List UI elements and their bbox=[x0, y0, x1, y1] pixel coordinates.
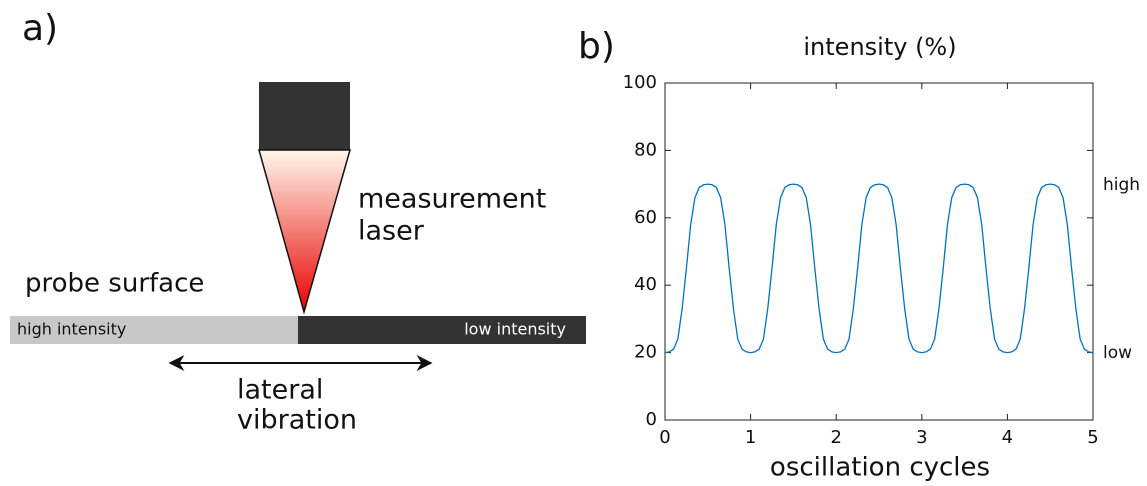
y-tick-label: 80 bbox=[634, 139, 657, 160]
panel-label: a) bbox=[22, 8, 58, 49]
high-region bbox=[10, 316, 298, 344]
chart-title: intensity (%) bbox=[803, 33, 956, 61]
x-axis-label: oscillation cycles bbox=[770, 453, 990, 483]
x-tick-label: 1 bbox=[745, 427, 756, 448]
right-label: low bbox=[1103, 343, 1132, 363]
y-tick-label: 60 bbox=[634, 207, 657, 228]
x-tick-label: 4 bbox=[1002, 427, 1013, 448]
region-label: low intensity bbox=[464, 320, 566, 339]
data-line bbox=[664, 183, 1094, 354]
plot-frame bbox=[664, 82, 1094, 421]
x-tick-label: 2 bbox=[830, 427, 841, 448]
surface-label: probe surface bbox=[25, 269, 204, 299]
x-tick-label: 3 bbox=[916, 427, 927, 448]
x-tick-label: 0 bbox=[659, 427, 670, 448]
panel-label: b) bbox=[578, 26, 615, 67]
y-tick-label: 40 bbox=[634, 274, 657, 295]
laser-label: laser bbox=[358, 216, 425, 247]
right-label: high bbox=[1103, 175, 1140, 195]
low-region bbox=[298, 316, 586, 344]
laser-label: measurement bbox=[358, 184, 546, 215]
motion-label: lateral bbox=[237, 375, 323, 406]
motion-label: vibration bbox=[237, 405, 357, 436]
laser-head bbox=[259, 82, 350, 150]
y-tick-label: 0 bbox=[646, 409, 657, 430]
laser-beam bbox=[258, 149, 351, 315]
y-tick-label: 100 bbox=[623, 72, 657, 93]
region-label: high intensity bbox=[17, 320, 126, 339]
y-tick-label: 20 bbox=[634, 342, 657, 363]
x-tick-label: 5 bbox=[1087, 427, 1098, 448]
